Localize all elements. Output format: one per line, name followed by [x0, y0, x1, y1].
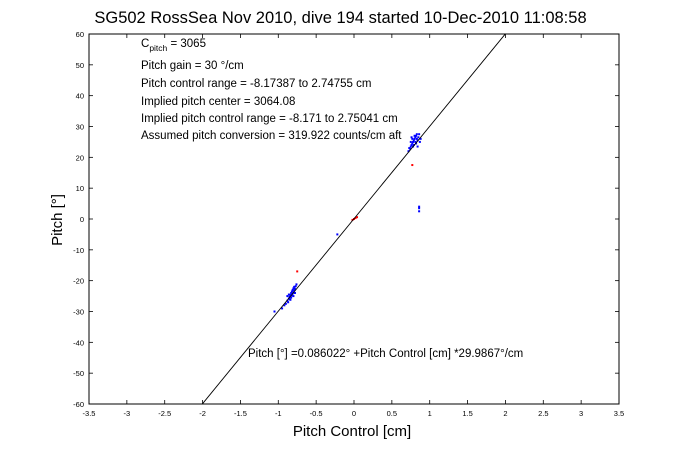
data-points: [273, 133, 422, 313]
data-point: [292, 295, 295, 298]
y-tick-label: 30: [76, 123, 84, 132]
data-point: [418, 210, 421, 213]
annotation-line: Implied pitch control range = -8.171 to …: [141, 113, 398, 125]
data-point: [409, 145, 412, 148]
annotation-line: Assumed pitch conversion = 319.922 count…: [141, 130, 402, 142]
annotation-line: Pitch gain = 30 °/cm: [141, 60, 244, 72]
fit-line: [202, 33, 506, 404]
x-tick-label: 1.5: [462, 409, 472, 418]
data-point: [411, 137, 414, 140]
y-tick-label: -20: [73, 277, 84, 286]
y-tick-label: -60: [73, 400, 84, 409]
data-point: [273, 310, 276, 313]
x-tick-label: -3.5: [83, 409, 96, 418]
x-tick-label: 2: [503, 409, 507, 418]
highlight-point: [356, 216, 359, 219]
y-tick-label: 40: [76, 92, 84, 101]
data-point: [413, 134, 416, 137]
data-point: [414, 140, 417, 143]
fit-equation: Pitch [°] =0.086022° +Pitch Control [cm]…: [248, 348, 523, 360]
chart-title: SG502 RossSea Nov 2010, dive 194 started…: [94, 9, 586, 27]
data-point: [411, 142, 414, 145]
y-tick-label: 60: [76, 30, 84, 39]
data-point: [415, 134, 418, 137]
data-point: [413, 137, 416, 140]
data-point: [416, 145, 419, 148]
y-tick-label: -40: [73, 338, 84, 347]
data-point: [293, 289, 296, 292]
data-point: [287, 301, 290, 304]
data-point: [281, 307, 284, 310]
data-point: [287, 293, 290, 296]
annotation-line: Implied pitch center = 3064.08: [141, 96, 295, 108]
annotation-block: Cpitch = 3065 Pitch gain = 30 °/cm Pitch…: [141, 38, 523, 360]
y-axis-ticks: -60 -50 -40 -30 -20 -10 0 10 20 30 40 50 60: [73, 30, 619, 409]
highlight-point: [411, 164, 414, 167]
x-tick-label: -1: [275, 409, 282, 418]
data-point: [415, 133, 418, 136]
highlight-point: [354, 217, 357, 220]
y-tick-label: 20: [76, 153, 84, 162]
data-point: [414, 136, 417, 139]
c-pitch-symbol: C: [141, 38, 149, 50]
x-tick-label: 0: [352, 409, 356, 418]
data-point: [289, 298, 292, 301]
data-point: [410, 144, 413, 146]
data-point: [283, 304, 286, 307]
data-point: [419, 137, 422, 140]
c-pitch-annotation: Cpitch = 3065: [141, 38, 206, 53]
data-point: [290, 294, 293, 297]
x-tick-label: -2.5: [158, 409, 171, 418]
x-tick-label: -1.5: [234, 409, 247, 418]
data-point: [291, 288, 294, 291]
data-point: [409, 140, 412, 143]
data-point: [289, 293, 292, 296]
data-point: [408, 147, 411, 150]
data-point: [292, 287, 295, 290]
data-point: [295, 283, 298, 286]
x-tick-label: -2: [199, 409, 206, 418]
c-pitch-subscript: pitch: [149, 43, 167, 53]
data-point: [418, 140, 421, 143]
annotation-line: Pitch control range = -8.17387 to 2.7475…: [141, 78, 371, 90]
data-point: [290, 292, 293, 294]
data-point: [410, 136, 413, 139]
highlight-point: [296, 270, 299, 273]
x-tick-label: 1: [428, 409, 432, 418]
data-point: [293, 292, 296, 294]
x-tick-label: -3: [124, 409, 131, 418]
data-point: [418, 133, 421, 136]
data-point: [418, 205, 421, 208]
x-tick-label: 0.5: [387, 409, 397, 418]
data-point: [412, 140, 415, 143]
data-point: [336, 233, 339, 236]
x-axis-ticks: -3.5 -3 -2.5 -2 -1.5 -1 -0.5 0 0.5 1 1.5 2 2.5 3 3.5: [83, 34, 624, 418]
data-point: [284, 302, 287, 305]
c-pitch-value: = 3065: [167, 38, 206, 50]
x-axis-label: Pitch Control [cm]: [293, 423, 411, 440]
x-tick-label: 3.5: [614, 409, 624, 418]
x-tick-label: -0.5: [310, 409, 323, 418]
y-tick-label: -50: [73, 369, 84, 378]
data-point: [412, 139, 415, 142]
y-tick-label: -30: [73, 308, 84, 317]
data-point: [294, 285, 297, 288]
x-tick-label: 2.5: [538, 409, 548, 418]
data-point: [415, 137, 418, 140]
y-tick-label: 10: [76, 184, 84, 193]
x-tick-label: 3: [579, 409, 583, 418]
data-point: [290, 296, 293, 299]
y-tick-label: 0: [80, 215, 84, 224]
data-point: [293, 287, 296, 290]
y-tick-label: -10: [73, 246, 84, 255]
y-tick-label: 50: [76, 61, 84, 70]
data-point: [417, 136, 420, 139]
data-point: [293, 285, 296, 288]
data-point: [286, 295, 289, 298]
data-point: [407, 150, 410, 153]
y-axis-label: Pitch [°]: [49, 194, 66, 246]
data-point: [290, 290, 293, 293]
data-point: [418, 207, 421, 210]
